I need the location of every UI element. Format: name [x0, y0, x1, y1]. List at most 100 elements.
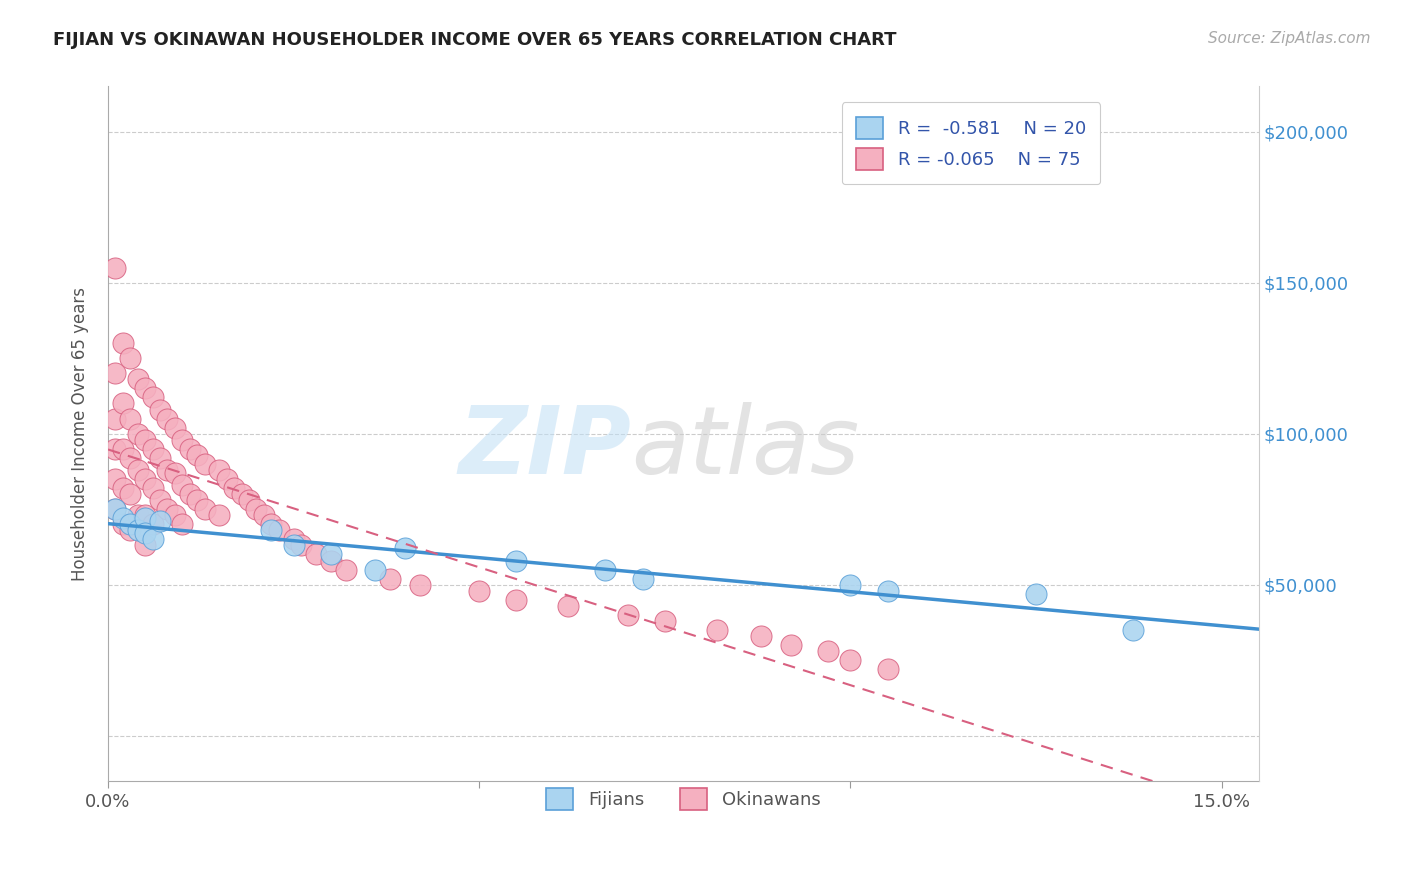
Point: [104, 472, 127, 486]
Point: [290, 538, 312, 552]
Point: [134, 433, 156, 447]
Y-axis label: Householder Income Over 65 years: Householder Income Over 65 years: [72, 286, 89, 581]
Point: [335, 563, 357, 577]
Point: [631, 572, 654, 586]
Point: [104, 502, 127, 516]
Point: [163, 466, 186, 480]
Point: [231, 487, 253, 501]
Point: [141, 481, 163, 495]
Point: [186, 448, 208, 462]
Point: [319, 548, 342, 562]
Point: [378, 572, 401, 586]
Point: [193, 502, 215, 516]
Point: [505, 592, 527, 607]
Point: [839, 653, 862, 667]
Point: [224, 481, 246, 495]
Point: [111, 336, 134, 351]
Point: [134, 511, 156, 525]
Point: [238, 493, 260, 508]
Point: [319, 553, 342, 567]
Point: [111, 442, 134, 456]
Point: [104, 502, 127, 516]
Point: [595, 563, 617, 577]
Point: [120, 411, 142, 425]
Point: [179, 442, 201, 456]
Point: [208, 508, 231, 523]
Point: [156, 463, 179, 477]
Point: [127, 508, 149, 523]
Point: [111, 396, 134, 410]
Point: [817, 644, 839, 658]
Point: [120, 517, 142, 532]
Point: [163, 508, 186, 523]
Point: [1025, 587, 1047, 601]
Point: [505, 553, 527, 567]
Point: [111, 511, 134, 525]
Point: [706, 623, 728, 637]
Point: [1122, 623, 1144, 637]
Point: [267, 524, 290, 538]
Point: [876, 583, 898, 598]
Point: [149, 402, 172, 417]
Point: [104, 260, 127, 275]
Point: [253, 508, 276, 523]
Point: [104, 442, 127, 456]
Text: FIJIAN VS OKINAWAN HOUSEHOLDER INCOME OVER 65 YEARS CORRELATION CHART: FIJIAN VS OKINAWAN HOUSEHOLDER INCOME OV…: [53, 31, 897, 49]
Point: [215, 472, 238, 486]
Point: [654, 614, 676, 628]
Point: [468, 583, 491, 598]
Point: [260, 517, 283, 532]
Point: [134, 508, 156, 523]
Point: [111, 517, 134, 532]
Point: [283, 538, 305, 552]
Point: [156, 502, 179, 516]
Point: [141, 391, 163, 405]
Point: [141, 533, 163, 547]
Point: [134, 538, 156, 552]
Point: [208, 463, 231, 477]
Point: [127, 426, 149, 441]
Point: [245, 502, 267, 516]
Point: [141, 517, 163, 532]
Point: [409, 577, 432, 591]
Point: [120, 450, 142, 465]
Point: [104, 411, 127, 425]
Point: [141, 442, 163, 456]
Point: [364, 563, 387, 577]
Point: [163, 420, 186, 434]
Point: [149, 493, 172, 508]
Point: [134, 526, 156, 541]
Point: [305, 548, 328, 562]
Legend: Fijians, Okinawans: Fijians, Okinawans: [531, 773, 835, 824]
Point: [172, 478, 194, 492]
Point: [149, 450, 172, 465]
Point: [134, 381, 156, 395]
Point: [179, 487, 201, 501]
Point: [616, 607, 638, 622]
Point: [127, 524, 149, 538]
Text: atlas: atlas: [631, 402, 860, 493]
Point: [149, 514, 172, 528]
Point: [120, 351, 142, 366]
Point: [839, 577, 862, 591]
Point: [260, 524, 283, 538]
Point: [193, 457, 215, 471]
Point: [134, 472, 156, 486]
Point: [186, 493, 208, 508]
Point: [104, 366, 127, 380]
Point: [780, 638, 803, 652]
Text: ZIP: ZIP: [458, 401, 631, 493]
Point: [156, 411, 179, 425]
Point: [394, 541, 416, 556]
Point: [283, 533, 305, 547]
Point: [172, 517, 194, 532]
Point: [120, 487, 142, 501]
Point: [557, 599, 579, 613]
Point: [111, 481, 134, 495]
Point: [127, 463, 149, 477]
Point: [876, 662, 898, 676]
Point: [127, 372, 149, 386]
Point: [751, 629, 773, 643]
Point: [120, 524, 142, 538]
Point: [172, 433, 194, 447]
